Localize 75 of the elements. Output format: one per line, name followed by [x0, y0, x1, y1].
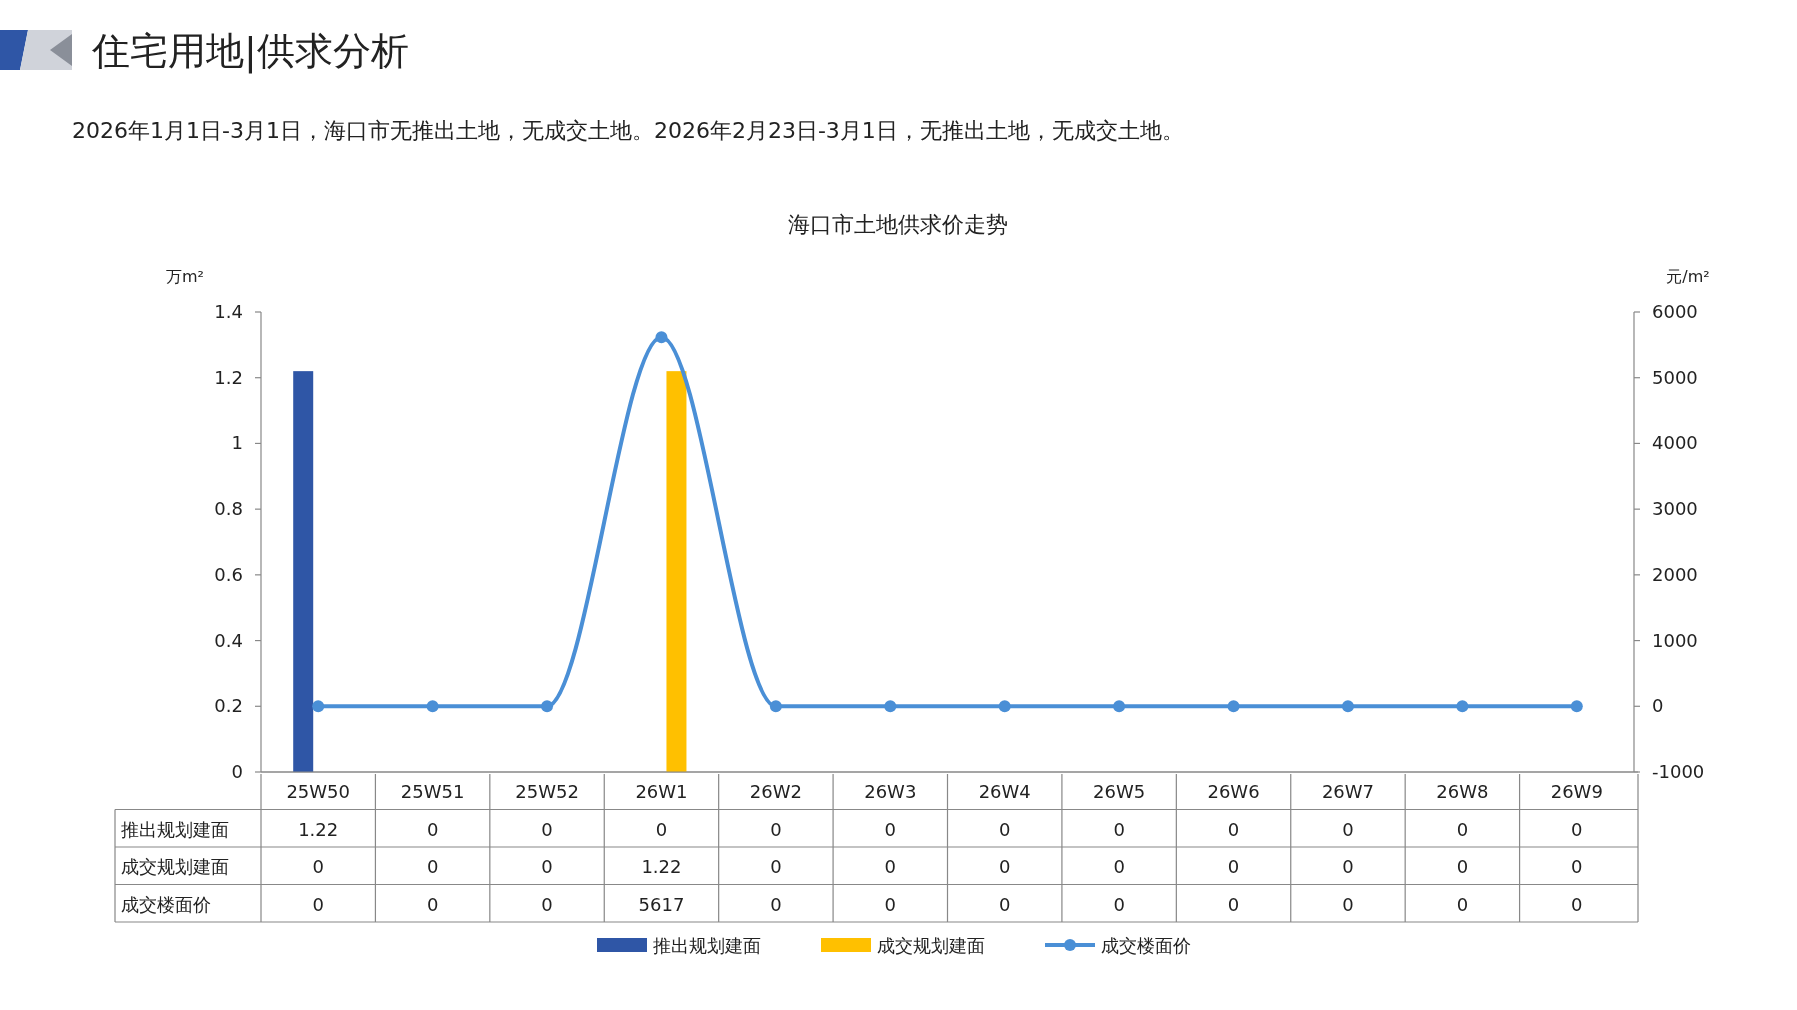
data-label: 0: [1227, 856, 1240, 877]
x-tick-label: 26W8: [1436, 781, 1489, 802]
data-label: 0: [1456, 818, 1469, 840]
y-tick-label: 1.4: [214, 301, 243, 322]
x-tick-label: 26W6: [1207, 781, 1260, 802]
data-label: 0: [1571, 893, 1583, 915]
data-label: 0: [1342, 893, 1354, 915]
x-tick-label: 26W1: [635, 781, 688, 802]
data-label: 0: [1113, 856, 1125, 877]
x-tick-label: 25W50: [286, 781, 351, 802]
chart-title: 海口市土地供求价走势: [788, 212, 1008, 237]
y-axis-title: 万m²: [166, 267, 204, 286]
data-label: 0: [426, 818, 439, 840]
data-label: 0: [655, 818, 668, 840]
data-label: 0: [1227, 893, 1240, 915]
chart-subtitle: 住宅用地|供求分析: [91, 29, 409, 74]
y2-tick-label: 0: [1652, 695, 1664, 717]
x-tick-label: 25W52: [515, 781, 579, 802]
data-label: 0: [1113, 818, 1125, 840]
data-label: 0: [312, 856, 324, 877]
y-tick-label: 0.2: [214, 695, 243, 717]
data-label: 0: [541, 818, 553, 840]
data-label: 0: [312, 893, 324, 915]
y2-tick-label: 5000: [1652, 366, 1698, 388]
x-tick-label: 25W51: [400, 781, 465, 802]
y-tick-label: 0.6: [214, 563, 243, 585]
y-tick-label: 1: [231, 432, 243, 454]
x-tick-label: 26W3: [864, 781, 917, 802]
data-label: 0: [1571, 856, 1583, 877]
data-label: 0: [884, 856, 897, 877]
text: 成交规划建面: [121, 856, 229, 877]
y2-tick-label: 4000: [1652, 432, 1698, 454]
y2-axis-title: 元/m²: [1666, 267, 1710, 286]
data-label: 0: [426, 856, 439, 877]
y-tick-label: 1.2: [214, 366, 243, 388]
data-label: 0: [1571, 818, 1583, 840]
data-label: 0: [1342, 818, 1354, 840]
data-label: 0: [998, 818, 1011, 840]
data-label: 5617: [638, 893, 685, 915]
x-tick-label: 26W7: [1321, 781, 1375, 802]
data-label: 0: [770, 818, 782, 840]
y-tick-label: 0: [231, 761, 243, 782]
data-label: 0: [770, 856, 782, 877]
data-label: 0: [1342, 856, 1354, 877]
y2-tick-label: 6000: [1652, 301, 1698, 322]
data-label: 0: [884, 893, 897, 915]
text: 推出规划建面: [121, 818, 229, 840]
y2-tick-label: 3000: [1652, 498, 1698, 520]
legend-label: 成交楼面价: [1101, 935, 1191, 956]
data-label: 0: [884, 818, 897, 840]
x-tick-label: 26W9: [1550, 781, 1603, 802]
x-tick-label: 26W4: [978, 781, 1031, 802]
data-label: 0: [541, 893, 553, 915]
data-label: 0: [426, 893, 439, 915]
data-label: 0: [1456, 893, 1469, 915]
y2-tick-label: 1000: [1652, 629, 1698, 651]
legend-label: 推出规划建面: [653, 935, 761, 956]
data-label: 1.22: [298, 818, 339, 840]
x-tick-label: 26W2: [749, 781, 802, 802]
data-label: 0: [1227, 818, 1240, 840]
data-label: 0: [1456, 856, 1469, 877]
data-label: 0: [998, 893, 1011, 915]
data-label: 1.22: [641, 856, 682, 877]
text: 2026年1月1日-3月1日，海口市无推出土地，无成交土地。2026年2月23日-3月1日，无推出土地，无成交土地。: [72, 118, 1184, 143]
data-label: 0: [541, 856, 553, 877]
data-label: 0: [998, 856, 1011, 877]
y2-tick-label: -1000: [1652, 761, 1705, 782]
legend-label: 成交规划建面: [877, 935, 985, 956]
y-tick-label: 0.8: [214, 498, 243, 520]
y-tick-label: 0.4: [214, 629, 243, 651]
text: 成交楼面价: [121, 893, 211, 915]
y2-tick-label: 2000: [1652, 563, 1698, 585]
data-label: 0: [1113, 893, 1125, 915]
x-tick-label: 26W5: [1093, 781, 1146, 802]
data-label: 0: [770, 893, 782, 915]
